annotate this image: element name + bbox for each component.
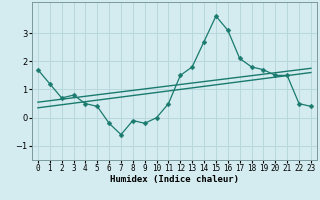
X-axis label: Humidex (Indice chaleur): Humidex (Indice chaleur) <box>110 175 239 184</box>
